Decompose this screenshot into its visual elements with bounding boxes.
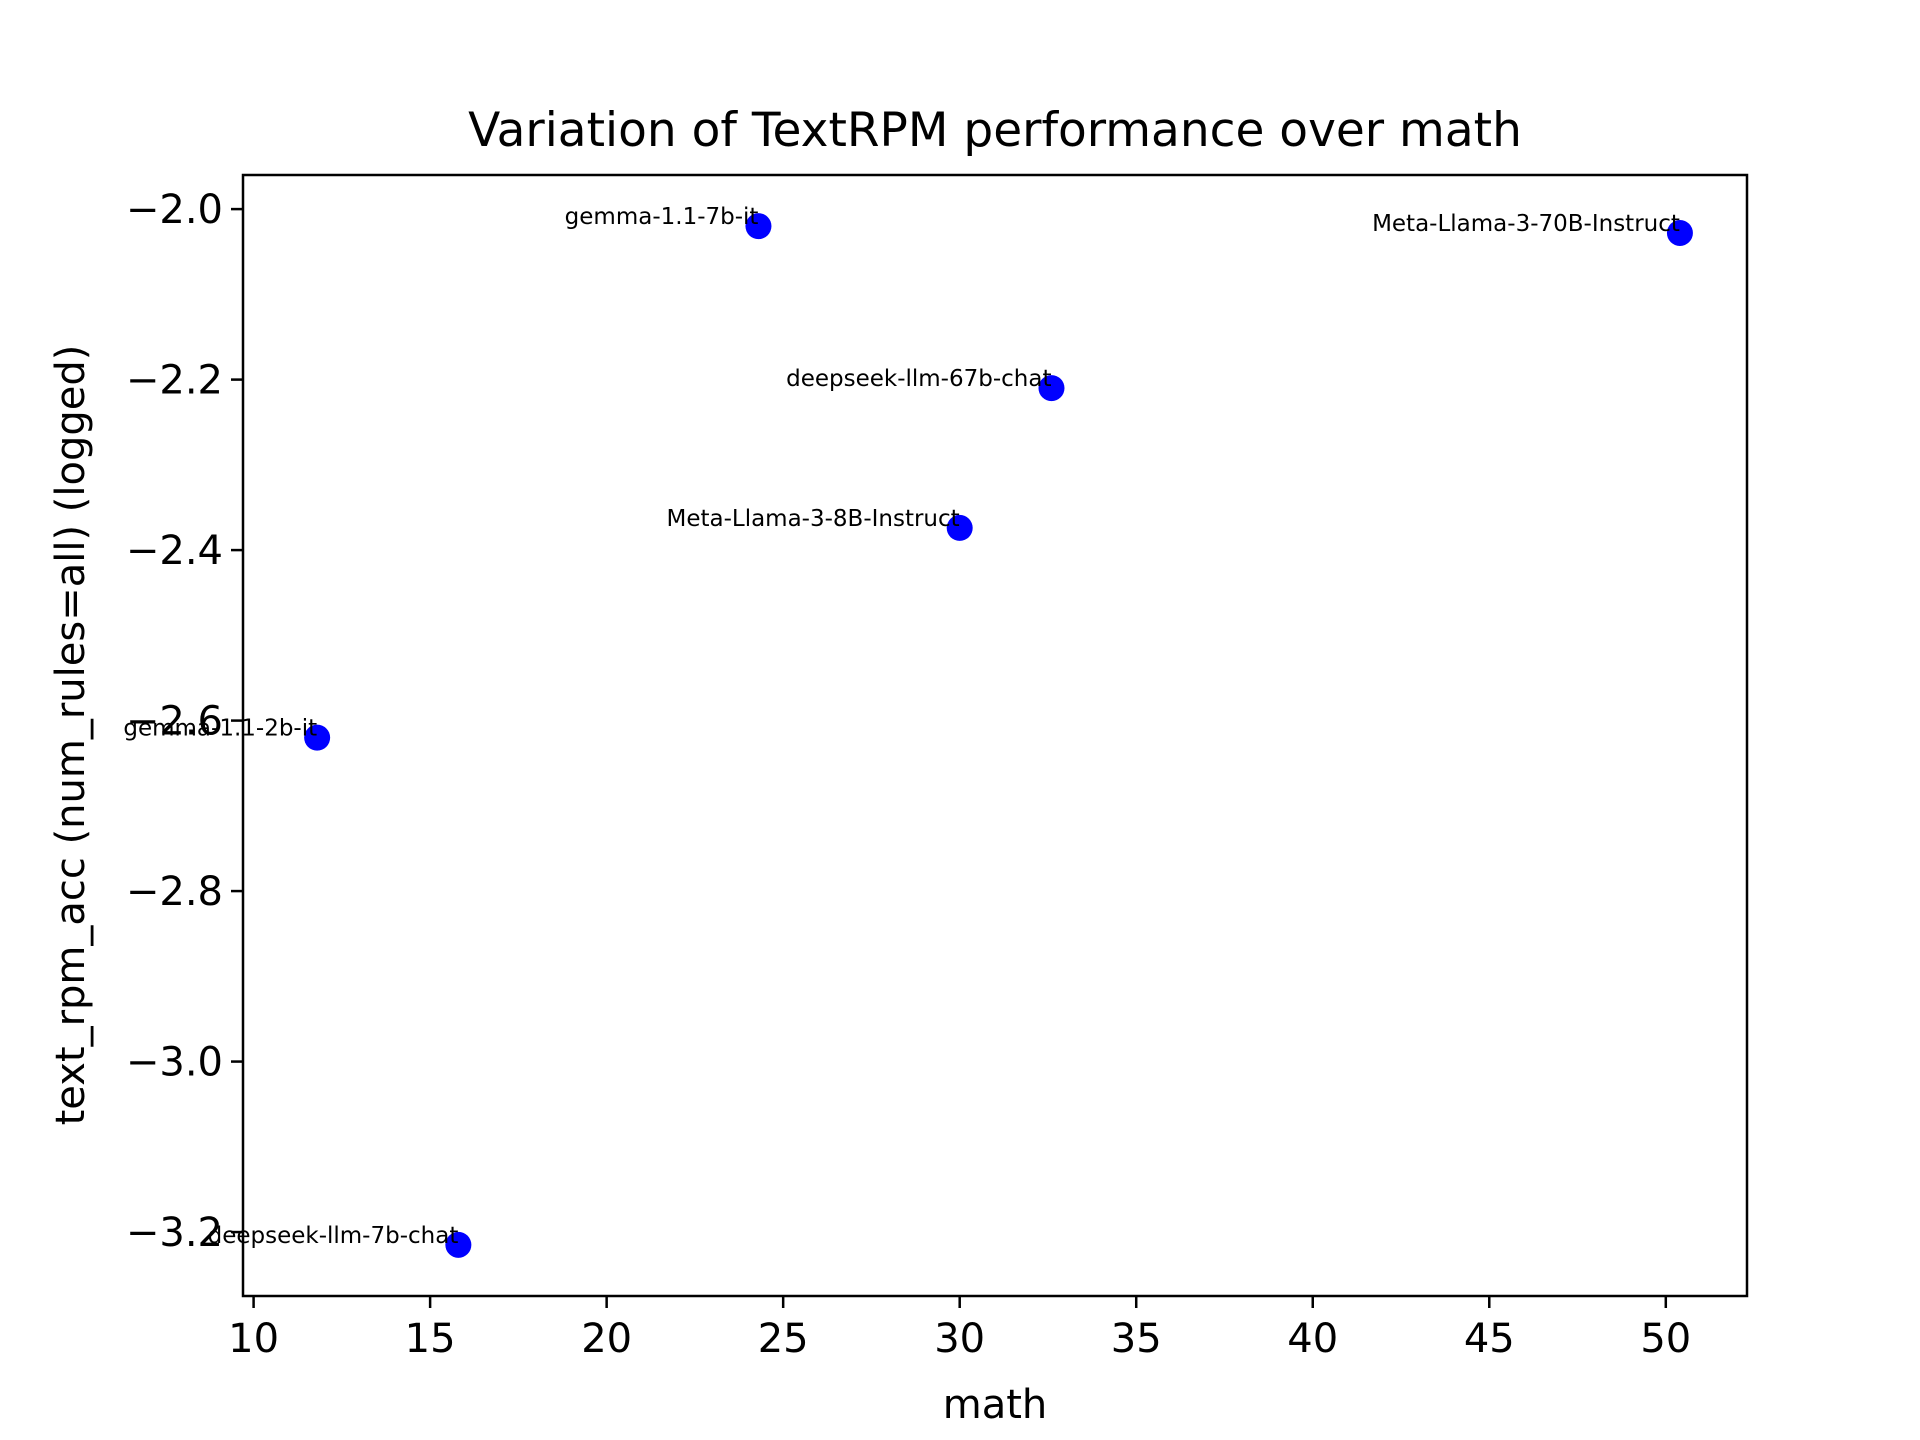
x-tick-label: 45 bbox=[1464, 1316, 1515, 1362]
y-tick-label: −2.0 bbox=[126, 187, 223, 233]
data-points: gemma-1.1-7b-it Meta-Llama-3-70B-Instruct… bbox=[123, 204, 1693, 1258]
data-point-label: gemma-1.1-2b-it bbox=[123, 716, 317, 742]
x-axis-label: math bbox=[943, 1382, 1048, 1428]
y-tick-label: −2.6 bbox=[126, 699, 223, 745]
data-point bbox=[1666, 219, 1693, 246]
x-tick-label: 20 bbox=[581, 1316, 632, 1362]
y-tick-label: −2.4 bbox=[126, 528, 223, 574]
y-tick-label: −3.0 bbox=[126, 1040, 223, 1086]
y-tick-label: −3.2 bbox=[126, 1210, 223, 1256]
y-tick-label: −2.8 bbox=[126, 869, 223, 915]
x-tick-label: 50 bbox=[1640, 1316, 1691, 1362]
data-point bbox=[304, 724, 331, 751]
x-tick-label: 25 bbox=[758, 1316, 809, 1362]
x-tick-label: 40 bbox=[1287, 1316, 1338, 1362]
data-point bbox=[445, 1231, 472, 1258]
data-point-label: deepseek-llm-67b-chat bbox=[786, 366, 1051, 392]
axis-ticks: 10 15 20 25 30 35 40 45 50 −2.0 −2.2 −2.4 −2.6 −2.8 −3… bbox=[126, 187, 1691, 1362]
data-point-label: Meta-Llama-3-70B-Instruct bbox=[1372, 211, 1680, 237]
plot-area-frame bbox=[241, 173, 1749, 1298]
data-point bbox=[1038, 375, 1065, 402]
data-point-label: Meta-Llama-3-8B-Instruct bbox=[666, 506, 959, 532]
data-point-label: gemma-1.1-7b-it bbox=[565, 204, 759, 230]
y-tick-label: −2.2 bbox=[126, 358, 223, 404]
x-tick-label: 10 bbox=[228, 1316, 279, 1362]
x-tick-label: 35 bbox=[1111, 1316, 1162, 1362]
data-point bbox=[745, 213, 772, 240]
data-point-label: deepseek-llm-7b-chat bbox=[208, 1223, 459, 1249]
chart-title: Variation of TextRPM performance over ma… bbox=[468, 103, 1522, 158]
x-tick-label: 30 bbox=[934, 1316, 985, 1362]
data-point bbox=[946, 514, 973, 541]
y-axis-label: text_rpm_acc (num_rules=all) (logged) bbox=[48, 345, 94, 1126]
x-tick-label: 15 bbox=[405, 1316, 456, 1362]
